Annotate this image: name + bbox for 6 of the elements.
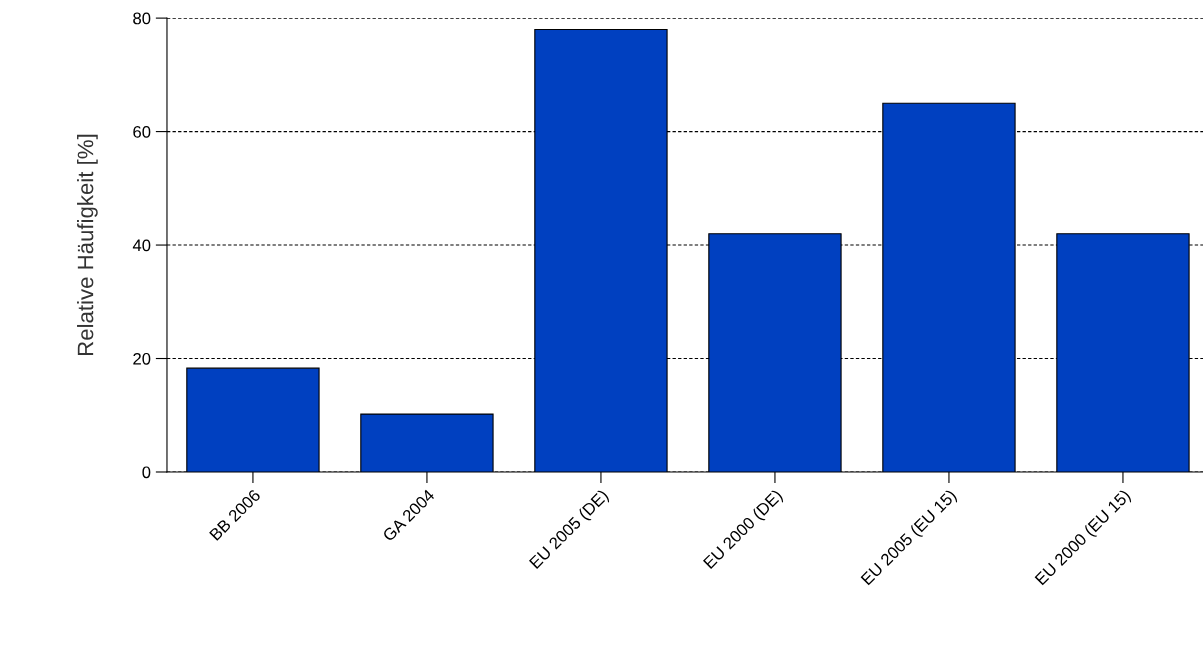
y-tick-label: 80 bbox=[133, 12, 151, 25]
y-tick-label: 0 bbox=[142, 466, 151, 479]
y-axis-title: Relative Häufigkeit [%] bbox=[77, 134, 98, 355]
y-tick-label: 60 bbox=[133, 125, 151, 138]
y-tick-label: 40 bbox=[132, 239, 151, 252]
y-tick-label: 20 bbox=[133, 352, 151, 365]
